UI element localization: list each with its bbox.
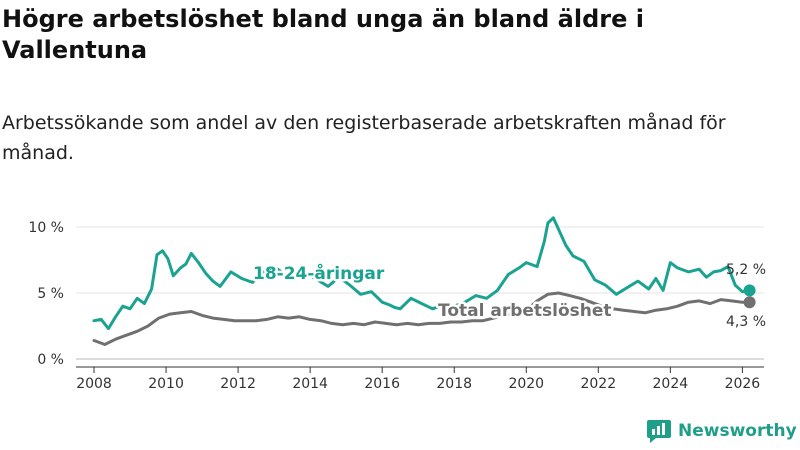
series-labels: 5,2 %4,3 %18-24-åringar18-24-åringarTota… bbox=[251, 260, 767, 331]
end-point-youth bbox=[743, 284, 756, 297]
x-tick-label: 2022 bbox=[580, 376, 616, 392]
series-label-youth: 18-24-åringar bbox=[253, 262, 385, 284]
x-tick-label: 2026 bbox=[725, 376, 761, 392]
x-tick-label: 2014 bbox=[292, 376, 328, 392]
x-tick-label: 2020 bbox=[508, 376, 544, 392]
end-label-total: 4,3 % bbox=[726, 314, 766, 330]
gridlines bbox=[76, 226, 764, 360]
y-tick-label: 0 % bbox=[37, 352, 64, 368]
chart-title: Högre arbetslöshet bland unga än bland ä… bbox=[2, 5, 644, 64]
end-point-total bbox=[743, 296, 756, 309]
series-label-total: Total arbetslöshet bbox=[438, 301, 612, 321]
x-tick-label: 2012 bbox=[220, 376, 256, 392]
x-tick-label: 2018 bbox=[436, 376, 472, 392]
brand-name: Newsworthy bbox=[678, 421, 797, 441]
newsworthy-logo-icon bbox=[647, 420, 671, 443]
series-line-youth bbox=[92, 216, 752, 331]
x-tick-label: 2024 bbox=[653, 376, 689, 392]
brand-logo[interactable]: Newsworthy bbox=[646, 418, 797, 444]
series-label-total-halo: Total arbetslöshet bbox=[438, 301, 612, 321]
series-lines bbox=[92, 216, 756, 346]
series-line-total bbox=[92, 291, 752, 346]
x-tick-label: 2008 bbox=[76, 376, 112, 392]
axes: 0 % 5 % 10 % 2008 2010 2012 2014 2016 2018 2020 20… bbox=[28, 220, 764, 392]
y-tick-label: 5 % bbox=[37, 286, 64, 302]
end-label-youth: 5,2 % bbox=[726, 262, 766, 278]
x-tick-label: 2010 bbox=[148, 376, 184, 392]
chart-subtitle: Arbetssökande som andel av den registerb… bbox=[2, 112, 726, 164]
x-tick-label: 2016 bbox=[364, 376, 400, 392]
series-label-youth-halo: 18-24-åringar bbox=[253, 262, 385, 284]
y-tick-label: 10 % bbox=[28, 220, 64, 236]
